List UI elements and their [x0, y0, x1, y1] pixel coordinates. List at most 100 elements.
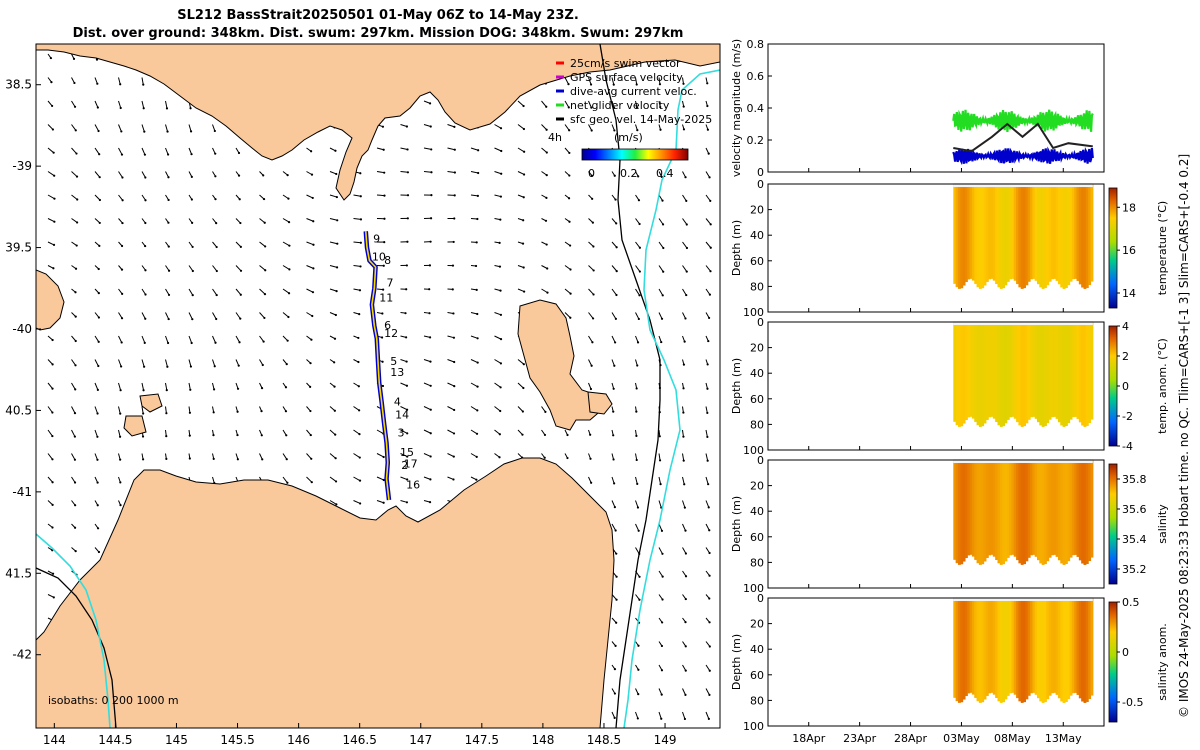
panel-y-tick-label: 80	[750, 694, 764, 707]
velocity-arrow-head	[662, 246, 665, 250]
panel-y-tick-label: 80	[750, 556, 764, 569]
heatmap-cell	[1048, 184, 1052, 282]
velocity-arrow-head	[661, 199, 664, 202]
speed-colorbar	[581, 148, 689, 161]
heatmap-cell	[978, 598, 982, 703]
velocity-arrow	[517, 288, 525, 293]
velocity-arrow-head	[708, 693, 711, 697]
velocity-arrow-head	[635, 83, 638, 86]
velocity-arrow-head	[522, 386, 525, 390]
velocity-arrow-head	[589, 433, 592, 436]
colorbar-tick-label: 16	[1122, 244, 1136, 257]
velocity-arrow-head	[97, 550, 101, 554]
velocity-arrow-head	[706, 363, 709, 366]
day-label: 9	[373, 233, 380, 246]
heatmap-cell	[985, 460, 989, 558]
velocity-arrow	[353, 406, 360, 411]
velocity-arrow-head	[264, 245, 267, 248]
velocity-arrow-head	[709, 270, 712, 273]
velocity-arrow-head	[311, 291, 315, 294]
map-y-axis: 38.5 -39 39.5 -40 40.5 -41 41.5 -42	[5, 78, 41, 662]
velocity-arrow	[730, 454, 732, 461]
velocity-arrow-head	[51, 363, 54, 366]
velocity-arrow	[682, 429, 684, 437]
velocity-arrow-head	[97, 340, 100, 343]
colorbar-tick-label: 14	[1122, 287, 1136, 300]
velocity-arrow-head	[706, 82, 709, 85]
velocity-arrow-head	[732, 316, 734, 318]
velocity-arrow-head	[51, 458, 54, 461]
velocity-arrow	[71, 429, 76, 437]
velocity-arrow-head	[98, 153, 101, 156]
velocity-arrow-head	[706, 411, 709, 415]
panel-y-tick-label: 0	[757, 178, 764, 191]
velocity-arrow-head	[660, 669, 664, 672]
velocity-arrow	[682, 688, 686, 696]
velocity-arrow-head	[53, 220, 56, 223]
velocity-arrow	[588, 77, 592, 85]
velocity-arrow-head	[358, 479, 362, 482]
velocity-arrow-head	[569, 316, 572, 319]
velocity-arrow-head	[262, 340, 265, 343]
velocity-arrow	[306, 194, 313, 199]
heatmap-cell	[983, 598, 987, 700]
heatmap-cell	[1027, 460, 1031, 558]
heatmap-cell	[971, 460, 975, 557]
velocity-arrow-head	[661, 223, 665, 226]
velocity-arrow-head	[682, 363, 686, 366]
heatmap-cell	[957, 598, 961, 703]
heatmap-cell	[1071, 322, 1075, 418]
velocity-arrow	[611, 500, 616, 508]
velocity-arrow-head	[52, 243, 56, 247]
velocity-arrow	[611, 594, 617, 601]
velocity-arrow	[118, 429, 121, 437]
velocity-arrow-head	[476, 337, 479, 340]
track-net-velocity	[364, 231, 390, 501]
velocity-arrow-head	[522, 127, 526, 131]
velocity-arrow-head	[546, 267, 549, 270]
velocity-arrow-head	[312, 267, 315, 270]
velocity-arrow-head	[682, 105, 685, 108]
heatmap-cell	[981, 184, 985, 289]
velocity-arrow	[470, 429, 478, 435]
velocity-arrow-head	[452, 737, 454, 739]
velocity-arrow-head	[119, 83, 122, 86]
velocity-arrow-head	[567, 740, 569, 742]
velocity-arrow	[165, 312, 170, 320]
panel-y-label: Depth (m)	[730, 358, 743, 414]
velocity-arrow	[423, 124, 431, 128]
velocity-arrow-head	[74, 267, 78, 270]
velocity-arrow-head	[214, 341, 217, 344]
velocity-arrow	[447, 147, 455, 151]
velocity-arrow-head	[239, 317, 242, 320]
velocity-arrow	[400, 500, 408, 503]
heatmap-cell	[999, 184, 1003, 289]
velocity-arrow-head	[382, 501, 385, 504]
velocity-arrow-head	[143, 365, 146, 368]
velocity-arrow	[682, 288, 687, 296]
velocity-arrow	[400, 171, 408, 173]
velocity-arrow-head	[96, 481, 99, 484]
time-tick-label: 08May	[994, 732, 1031, 745]
velocity-arrow-head	[499, 289, 502, 292]
velocity-arrow-head	[614, 198, 617, 201]
velocity-arrow	[306, 241, 314, 246]
velocity-arrow	[94, 359, 99, 367]
velocity-arrow-head	[167, 317, 170, 321]
velocity-arrow	[517, 406, 524, 412]
velocity-arrow-head	[334, 433, 337, 436]
velocity-arrow	[282, 288, 290, 294]
velocity-arrow-head	[708, 574, 711, 577]
velocity-arrow-head	[545, 174, 548, 177]
velocity-arrow	[447, 382, 455, 387]
panel-y-tick-label: 60	[750, 393, 764, 406]
velocity-arrow-head	[453, 384, 456, 388]
heatmap-cell	[983, 460, 987, 562]
velocity-arrow-head	[334, 480, 338, 483]
velocity-arrow-head	[429, 360, 432, 363]
velocity-arrow-head	[545, 243, 548, 246]
velocity-arrow-head	[707, 152, 710, 155]
panel-y-tick-label: 20	[750, 480, 764, 493]
velocity-arrow-head	[613, 364, 616, 367]
velocity-arrow	[71, 382, 76, 390]
